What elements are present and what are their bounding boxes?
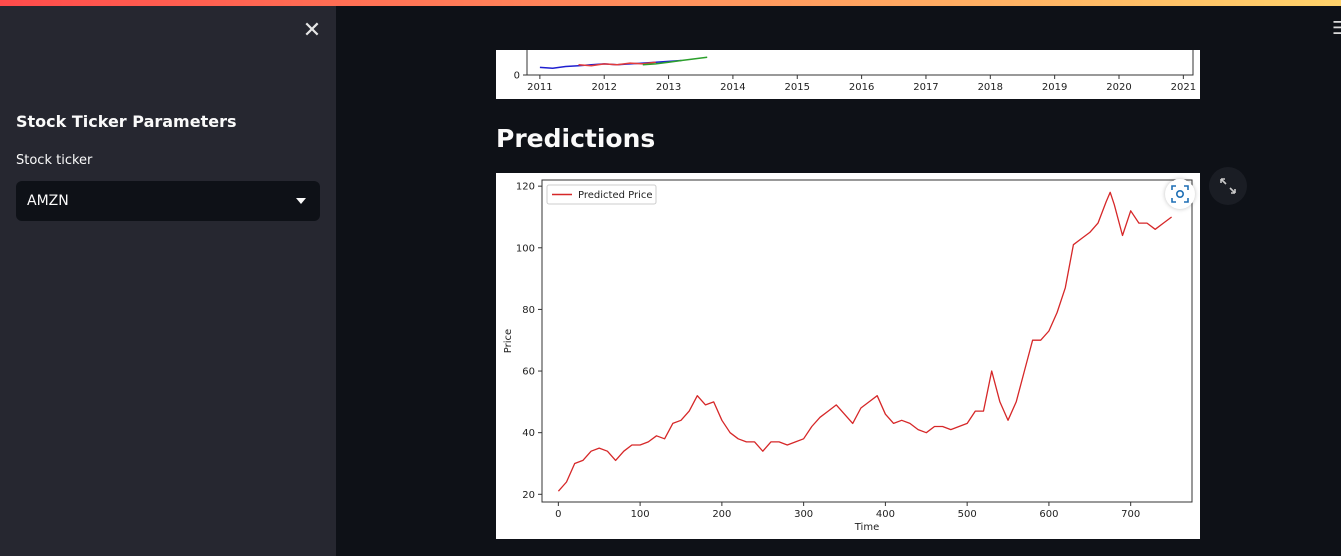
stock-ticker-select[interactable]: AMZN [16,181,320,221]
x-axis-tick-label: 500 [958,509,977,520]
fullscreen-button[interactable] [1209,167,1247,205]
top-chart-x-tick-label: 2018 [978,82,1003,93]
top-chart-frame [526,47,1194,76]
top-chart-x-tick-label: 2011 [527,82,552,93]
legend-label: Predicted Price [578,190,653,201]
predictions-plot-frame [541,179,1193,503]
top-chart-x-tick-label: 2017 [913,82,938,93]
top-chart-x-tick-label: 2020 [1106,82,1131,93]
top-chart-y-tick-label: 0 [514,71,520,82]
main-menu-button[interactable]: ☰ [1332,20,1341,38]
stock-ticker-label: Stock ticker [16,153,93,168]
x-axis-tick-label: 100 [631,509,650,520]
legend-box [546,184,657,205]
price-history-chart: 2011 2012 2013 2014 2015 2016 2017 2018 2019 2020… [496,47,1200,99]
expand-icon [1220,178,1236,194]
sidebar-close-button[interactable]: ✕ [300,20,324,44]
hamburger-menu-icon: ☰ [1332,18,1341,39]
x-axis-tick-label: 200 [712,509,731,520]
x-axis-tick-label: 0 [555,509,561,520]
x-axis-tick-label: 600 [1039,509,1058,520]
y-axis-tick-label: 60 [522,367,535,378]
top-chart-x-tick-label: 2019 [1042,82,1067,93]
y-axis-tick-label: 80 [522,305,535,316]
top-chart-x-tick-label: 2015 [785,82,810,93]
y-axis-tick-label: 20 [522,490,535,501]
top-chart-x-tick-label: 2021 [1171,82,1196,93]
stock-ticker-value: AMZN [27,193,69,209]
y-axis-label: Price [503,329,514,353]
top-chart-series-line [578,61,656,67]
x-axis-tick-label: 300 [794,509,813,520]
close-icon: ✕ [302,18,322,43]
y-axis-tick-label: 100 [516,243,535,254]
predictions-chart: 0 100 200 300 400 500 600 700 20 40 60 80 100 120 Time… [496,173,1200,539]
y-axis-tick-label: 40 [522,428,535,439]
price-history-chart-svg: 2011 2012 2013 2014 2015 2016 2017 2018 2019 2020… [514,47,1196,93]
predicted-price-line [557,191,1172,492]
x-axis-tick-label: 700 [1121,509,1140,520]
sidebar: ✕ Stock Ticker Parameters Stock ticker A… [0,0,336,556]
top-chart-x-tick-label: 2012 [591,82,616,93]
x-axis-tick-label: 400 [876,509,895,520]
top-decoration-bar [0,0,1341,6]
x-axis-label: Time [854,522,879,533]
focus-icon [1171,185,1189,203]
sidebar-title: Stock Ticker Parameters [16,112,237,131]
top-chart-series-line [642,56,708,66]
y-axis-tick-label: 120 [516,182,535,193]
predictions-heading: Predictions [496,124,656,153]
predictions-chart-svg: 0 100 200 300 400 500 600 700 20 40 60 80 100 120 Time… [503,179,1193,533]
chevron-down-icon[interactable] [296,198,306,204]
chart-focus-button[interactable] [1165,179,1195,209]
top-chart-x-tick-label: 2013 [656,82,681,93]
chart-legend: Predicted Price [546,184,657,205]
top-chart-x-tick-label: 2014 [720,82,745,93]
top-chart-x-tick-label: 2016 [849,82,874,93]
